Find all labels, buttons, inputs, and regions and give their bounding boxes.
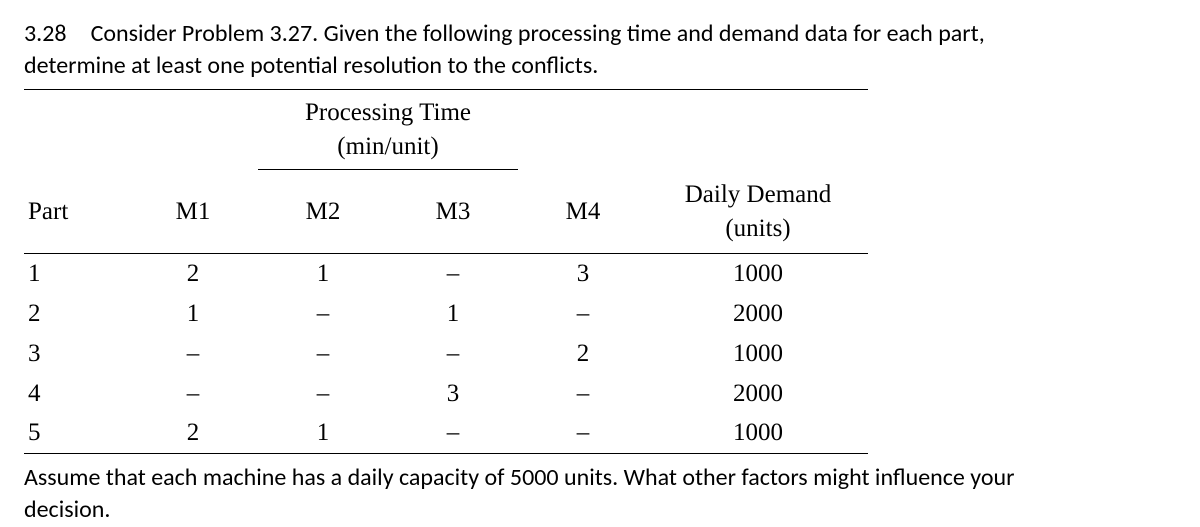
header-part: Part (24, 170, 128, 254)
cell-m4: 3 (518, 254, 648, 294)
header-demand-line1: Daily Demand (685, 181, 831, 208)
header-m4: M4 (518, 170, 648, 254)
cell-m2: – (258, 294, 388, 334)
problem-text-line1: Consider Problem 3.27. Given the followi… (91, 19, 985, 48)
table-super-header-row: Processing Time (min/unit) (24, 89, 868, 170)
cell-m1: – (128, 334, 258, 374)
header-m1: M1 (128, 170, 258, 254)
cell-m4: – (518, 374, 648, 414)
cell-part: 1 (24, 254, 128, 294)
cell-m4: 2 (518, 334, 648, 374)
problem-number: 3.28 (24, 19, 67, 48)
cell-part: 4 (24, 374, 128, 414)
table-row: 5 2 1 – – 1000 (24, 413, 868, 453)
footer-text: Assume that each machine has a daily cap… (24, 462, 1176, 527)
header-demand-line2: (units) (725, 215, 790, 242)
header-demand: Daily Demand (units) (648, 170, 868, 254)
problem-statement: 3.28 Consider Problem 3.27. Given the fol… (24, 18, 1176, 83)
header-m3: M3 (388, 170, 518, 254)
cell-m1: 1 (128, 294, 258, 334)
cell-part: 5 (24, 413, 128, 453)
table-row: 1 2 1 – 3 1000 (24, 254, 868, 294)
cell-m3: – (388, 254, 518, 294)
cell-demand: 2000 (648, 294, 868, 334)
problem-page: 3.28 Consider Problem 3.27. Given the fol… (0, 0, 1200, 507)
cell-demand: 2000 (648, 374, 868, 414)
footer-line1: Assume that each machine has a daily cap… (24, 463, 1015, 492)
table-row: 3 – – – 2 1000 (24, 334, 868, 374)
cell-demand: 1000 (648, 254, 868, 294)
cell-demand: 1000 (648, 334, 868, 374)
cell-m2: – (258, 374, 388, 414)
super-header-label: Processing Time (min/unit) (258, 89, 518, 170)
cell-m1: 2 (128, 254, 258, 294)
cell-m3: – (388, 334, 518, 374)
cell-m3: 1 (388, 294, 518, 334)
footer-line2: decision. (24, 495, 110, 524)
cell-m4: – (518, 413, 648, 453)
cell-m4: – (518, 294, 648, 334)
cell-m2: 1 (258, 413, 388, 453)
table-row: 2 1 – 1 – 2000 (24, 294, 868, 334)
cell-m2: 1 (258, 254, 388, 294)
processing-time-table: Processing Time (min/unit) Part M1 M2 M3… (24, 89, 868, 454)
cell-part: 2 (24, 294, 128, 334)
cell-m1: – (128, 374, 258, 414)
cell-m2: – (258, 334, 388, 374)
cell-m3: – (388, 413, 518, 453)
cell-m1: 2 (128, 413, 258, 453)
cell-demand: 1000 (648, 413, 868, 453)
problem-text-line2: determine at least one potential resolut… (24, 51, 598, 80)
table-row: 4 – – 3 – 2000 (24, 374, 868, 414)
header-m2: M2 (258, 170, 388, 254)
cell-part: 3 (24, 334, 128, 374)
table-header-row: Part M1 M2 M3 M4 Daily Demand (units) (24, 170, 868, 254)
cell-m3: 3 (388, 374, 518, 414)
